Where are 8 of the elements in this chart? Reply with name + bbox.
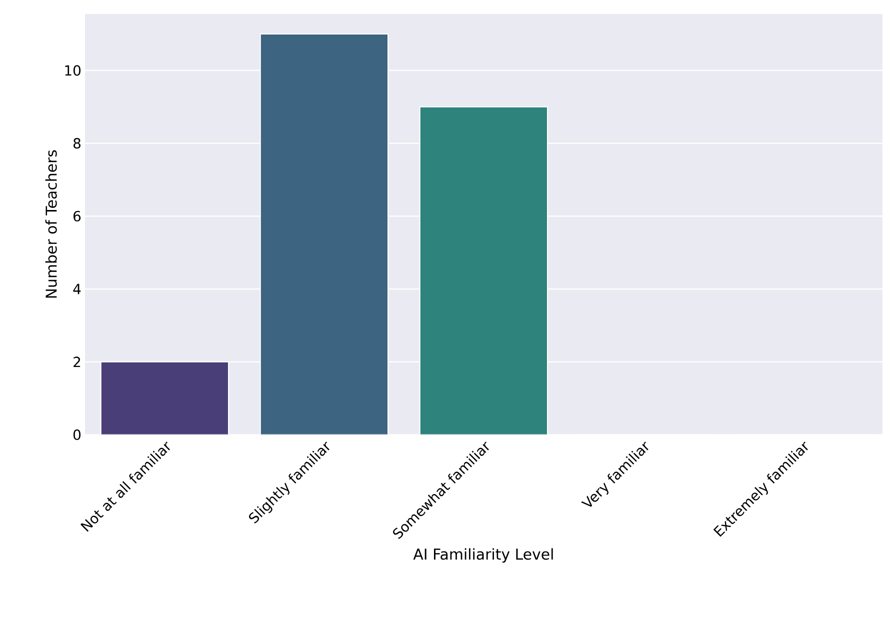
y-axis-title: Number of Teachers xyxy=(45,150,57,298)
x-axis-title: AI Familiarity Level xyxy=(413,548,553,563)
y-tick-label: 8 xyxy=(74,138,80,149)
y-tick-label: 0 xyxy=(73,430,81,440)
y-tick-label: 2 xyxy=(74,356,80,368)
y-tick-label: 10 xyxy=(65,65,81,76)
y-tick-label: 4 xyxy=(73,284,81,294)
y-tick-label: 6 xyxy=(74,211,81,222)
